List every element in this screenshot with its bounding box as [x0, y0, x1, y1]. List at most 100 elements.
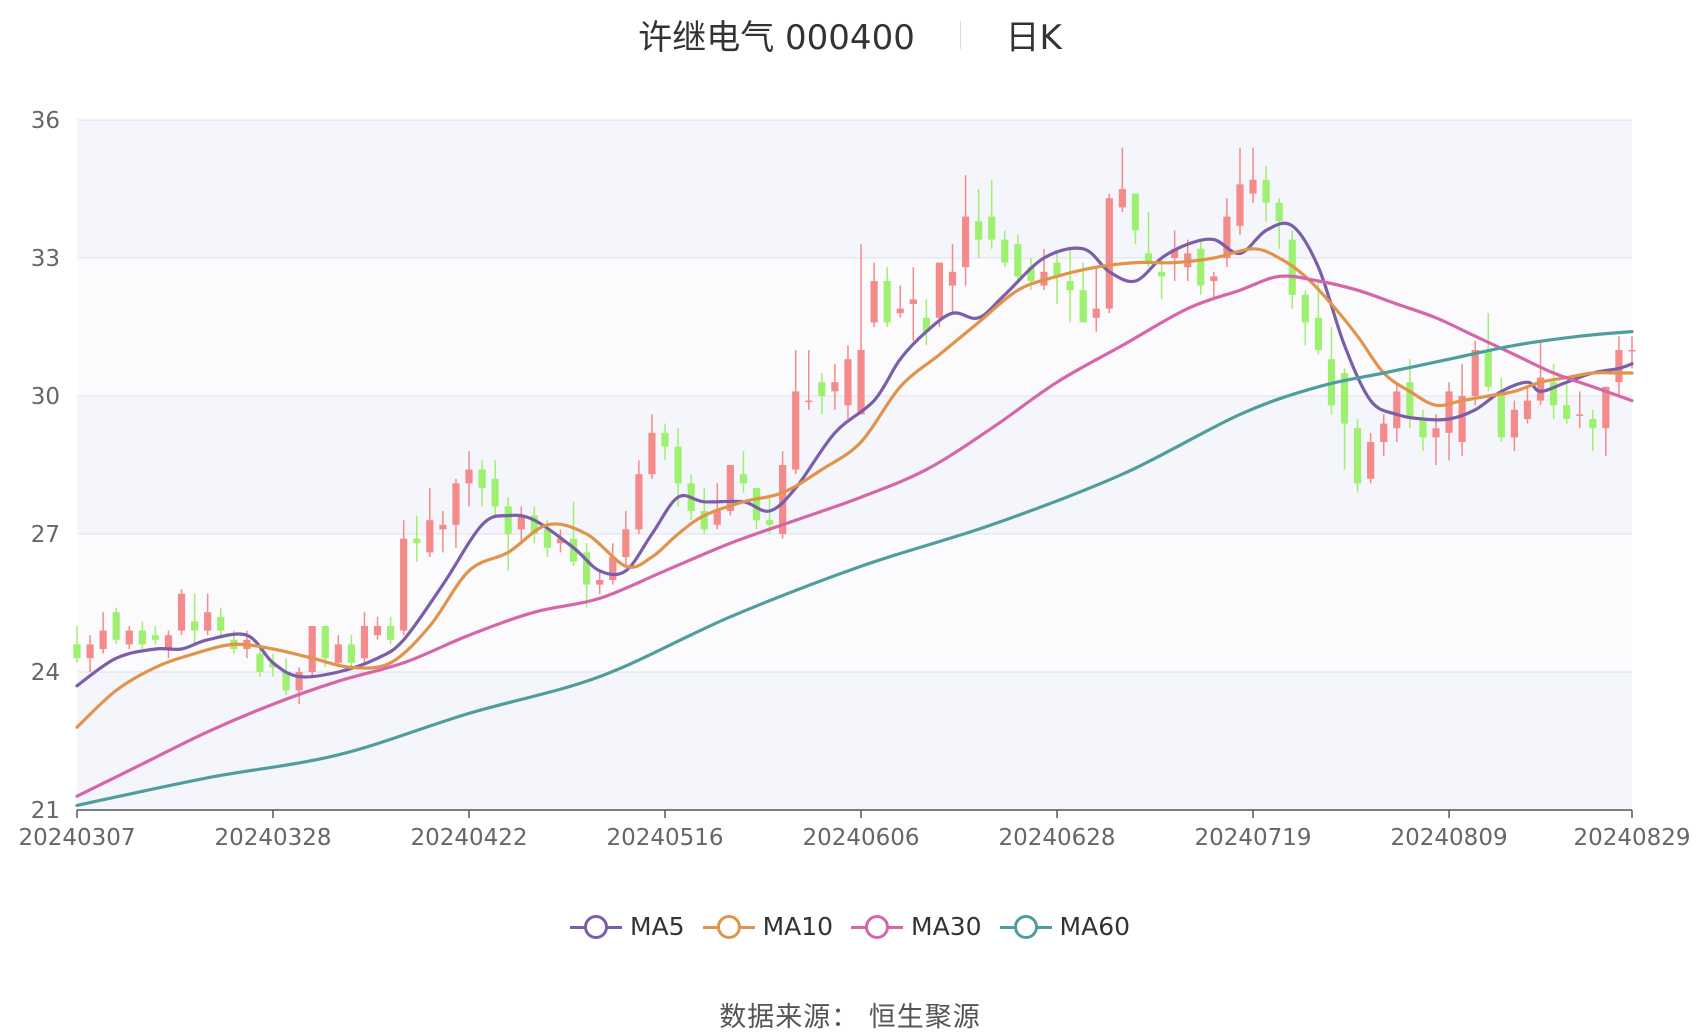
legend: MA5 MA10 MA30 MA60	[0, 912, 1700, 946]
candle-body	[177, 593, 186, 631]
candle-body	[321, 626, 329, 659]
candle-body	[1367, 442, 1375, 479]
legend-ma30[interactable]: MA30	[851, 912, 982, 941]
legend-ma60[interactable]: MA60	[999, 912, 1130, 941]
legend-marker-icon	[702, 914, 755, 940]
candle-body	[556, 538, 565, 544]
candle-body	[752, 488, 761, 521]
candle-body	[1001, 239, 1009, 263]
candle-body	[439, 524, 447, 530]
candle-body	[256, 653, 264, 672]
ma10-line	[75, 247, 1634, 729]
candle-body	[661, 432, 669, 447]
candle-body	[779, 465, 787, 534]
candle-body	[125, 630, 133, 645]
candle-body	[844, 359, 852, 406]
candle-body	[1210, 276, 1218, 281]
ma5-line	[75, 221, 1634, 688]
candle-body	[1236, 184, 1244, 226]
y-tick-label: 21	[31, 798, 60, 824]
candle-body	[818, 382, 826, 396]
candle-body	[400, 538, 408, 631]
candle-body	[1053, 262, 1061, 277]
candle-body	[1249, 179, 1257, 194]
candle-body	[1615, 350, 1623, 383]
candle-body	[975, 221, 983, 240]
candle-body	[269, 662, 277, 668]
legend-ma10[interactable]: MA10	[702, 912, 834, 941]
candle-body	[1628, 350, 1636, 352]
candle-body	[883, 281, 891, 323]
ma30-line	[75, 274, 1634, 798]
candle-body	[73, 644, 81, 659]
candle-body	[1419, 419, 1427, 438]
x-tick-label: 20240606	[802, 825, 919, 851]
y-tick-label: 36	[31, 108, 60, 134]
candle-body	[1144, 253, 1153, 263]
candle-body	[1353, 428, 1362, 484]
candle-body	[1406, 382, 1414, 419]
candle-body	[700, 511, 708, 530]
candle-body	[138, 630, 146, 645]
candle-body	[1550, 382, 1558, 406]
title-divider	[959, 20, 961, 49]
candle-body	[308, 626, 316, 672]
candle-body	[217, 616, 225, 631]
candle-body	[1576, 414, 1584, 416]
candle-body	[86, 644, 94, 659]
candle-body	[1340, 373, 1349, 424]
candle-body	[765, 520, 774, 525]
x-tick-label: 20240307	[18, 825, 135, 851]
data-source: 数据来源： 恒生聚源	[719, 1002, 981, 1033]
ma60-line	[75, 330, 1634, 807]
x-tick-label: 20240422	[410, 825, 527, 851]
x-axis: 20240307 20240328 20240422 20240516 20240606…	[18, 809, 1691, 851]
candle-body	[1262, 179, 1270, 203]
candle-body	[1301, 294, 1309, 323]
candle-body	[1157, 271, 1166, 277]
y-tick-label: 27	[31, 522, 60, 548]
stock-title: 许继电气 000400	[638, 18, 915, 58]
plot-band	[77, 672, 1632, 810]
candle-body	[1380, 423, 1388, 442]
candle-body	[426, 520, 434, 553]
candle-body	[1105, 198, 1113, 309]
candle-body	[1092, 308, 1100, 318]
candle-body	[569, 538, 578, 562]
candle-body	[622, 529, 630, 557]
candle-body	[452, 483, 460, 525]
legend-label: MA10	[762, 912, 834, 941]
candle-body	[347, 644, 356, 663]
plot-band	[77, 120, 1632, 258]
candle-body	[805, 400, 813, 403]
candle-body	[191, 621, 199, 631]
chart-title: 许继电气 000400 日K	[0, 10, 1700, 59]
x-tick-label: 20240719	[1195, 825, 1312, 851]
candle-body	[1314, 317, 1322, 350]
candle-body	[504, 506, 512, 534]
candle-body	[909, 299, 917, 304]
moving-averages	[75, 221, 1634, 807]
candle-body	[1014, 244, 1022, 277]
candle-body	[373, 626, 382, 636]
legend-ma5[interactable]: MA5	[569, 912, 685, 941]
candle-body	[674, 446, 682, 484]
candle-body	[609, 557, 617, 580]
candle-body	[1432, 428, 1440, 438]
candle-body	[1497, 391, 1505, 438]
candle-body	[739, 474, 748, 484]
x-tick-label: 20240628	[999, 825, 1116, 851]
candle-body	[596, 580, 604, 585]
y-tick-label: 30	[31, 384, 60, 410]
candle-body	[1445, 391, 1453, 433]
candle-body	[413, 538, 421, 544]
candle-body	[1066, 281, 1074, 291]
candle-body	[1275, 202, 1283, 222]
candle-body	[935, 262, 944, 318]
candle-body	[648, 432, 656, 475]
candle-body	[1523, 400, 1532, 419]
candle-body	[870, 281, 878, 323]
x-tick-label: 20240328	[214, 825, 331, 851]
candle-body	[1131, 193, 1140, 231]
candle-body	[1563, 405, 1571, 419]
